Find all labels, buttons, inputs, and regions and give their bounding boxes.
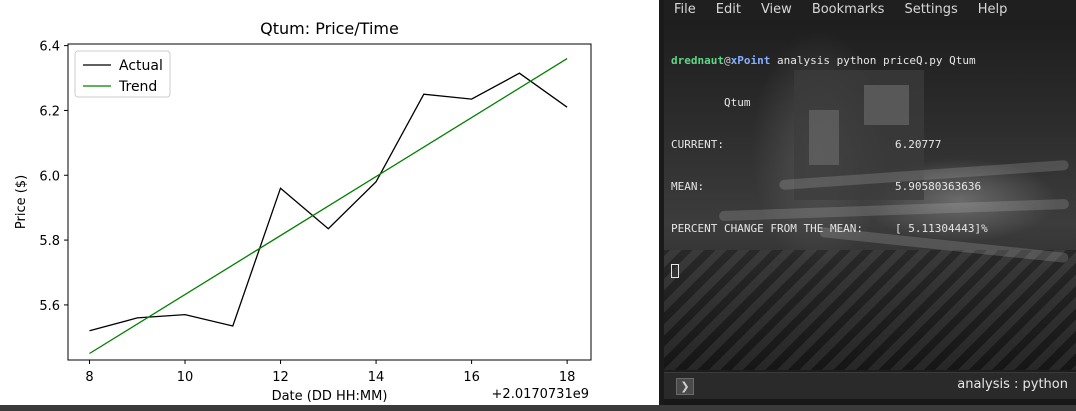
x-axis-label: Date (DD HH:MM) <box>272 389 388 404</box>
menu-bookmarks[interactable]: Bookmarks <box>811 2 885 17</box>
cursor-line <box>671 264 1071 278</box>
output-key: MEAN: <box>671 180 705 193</box>
prompt-at: @ <box>723 54 731 67</box>
command-wrap-line: Qtum <box>671 96 751 109</box>
output-value: [ 5.11304443]% <box>895 222 988 235</box>
x-tick-label: 16 <box>463 370 480 385</box>
output-current: CURRENT: 6.20777 <box>671 138 1071 152</box>
window-border <box>659 0 664 405</box>
text-cursor <box>671 264 679 278</box>
y-tick-label: 6.2 <box>39 104 60 119</box>
output-value: 5.90580363636 <box>895 180 982 193</box>
plot-window: Qtum: Price/Time 8 10 12 14 16 18 5.6 5.8 6.0 6.2 6… <box>14 19 592 404</box>
output-percent-change: PERCENT CHANGE FROM THE MEAN: [ 5.1130444… <box>671 222 1071 236</box>
plot-frame <box>67 43 592 361</box>
x-tick-label: 14 <box>368 370 385 385</box>
output-mean: MEAN: 5.90580363636 <box>671 180 1071 194</box>
terminal-output[interactable]: drednaut@xPoint analysis python priceQ.p… <box>671 26 1071 306</box>
menu-help[interactable]: Help <box>977 2 1008 17</box>
menu-settings[interactable]: Settings <box>904 2 958 17</box>
terminal-window: File Edit View Bookmarks Settings Help d… <box>659 0 1076 405</box>
menu-view[interactable]: View <box>760 2 792 17</box>
x-tick-label: 8 <box>85 370 93 385</box>
y-axis-label: Price ($) <box>14 175 29 229</box>
x-offset-label: +2.0170731e9 <box>492 387 589 402</box>
background-window <box>809 110 839 165</box>
price-chart: Qtum: Price/Time 8 10 12 14 16 18 5.6 5.8 6.0 6.2 6… <box>14 19 592 404</box>
x-tick-label: 10 <box>177 370 194 385</box>
prompt-command: analysis python priceQ.py Qtum <box>770 54 976 67</box>
prompt-line: drednaut@xPoint analysis python priceQ.p… <box>671 54 1071 68</box>
series-line-actual <box>89 72 568 332</box>
taskbar-strip <box>0 405 1076 411</box>
terminal-tab-bar: ❯ analysis : python <box>664 372 1076 399</box>
legend-label-trend: Trend <box>118 79 157 95</box>
y-tick-label: 6.4 <box>39 40 60 55</box>
chart-title: Qtum: Price/Time <box>260 19 399 38</box>
series-line-trend <box>89 58 568 355</box>
menu-file[interactable]: File <box>674 2 696 17</box>
prompt-host: xPoint <box>730 54 771 67</box>
background-ground <box>659 250 1076 370</box>
x-tick-label: 12 <box>272 370 289 385</box>
new-tab-icon[interactable]: ❯ <box>676 378 694 395</box>
y-tick-label: 6.0 <box>39 169 60 184</box>
background-window <box>864 85 909 125</box>
terminal-menubar: File Edit View Bookmarks Settings Help <box>664 0 1076 20</box>
output-key: PERCENT CHANGE FROM THE MEAN: <box>671 222 864 235</box>
session-tab-label[interactable]: analysis : python <box>957 377 1068 392</box>
y-tick-label: 5.8 <box>39 234 60 249</box>
output-value: 6.20777 <box>895 138 942 151</box>
x-tick-label: 18 <box>559 370 576 385</box>
output-key: CURRENT: <box>671 138 724 151</box>
y-tick-label: 5.6 <box>39 299 60 314</box>
prompt-user: drednaut <box>671 54 724 67</box>
legend-label-actual: Actual <box>119 58 163 74</box>
menu-edit[interactable]: Edit <box>715 2 741 17</box>
